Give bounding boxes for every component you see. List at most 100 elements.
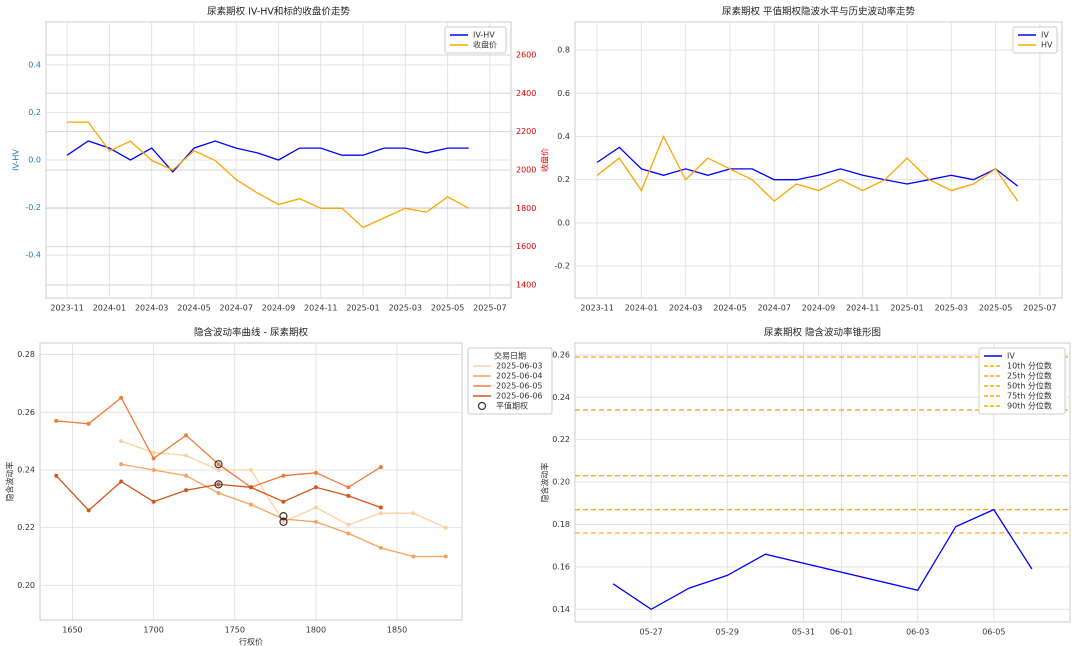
x-tick-label: 2025-07 bbox=[1023, 304, 1056, 313]
legend-label: 2025-06-03 bbox=[496, 362, 543, 371]
point bbox=[54, 473, 59, 478]
y-tick-label: 0.24 bbox=[17, 465, 35, 474]
y-tick-label: 0.0 bbox=[557, 218, 570, 227]
legend-label: 90th 分位数 bbox=[1007, 401, 1052, 411]
y2-tick-label: 1800 bbox=[516, 204, 536, 213]
x-tick-label: 1800 bbox=[306, 626, 326, 635]
point bbox=[216, 482, 221, 487]
series-line bbox=[596, 134, 1019, 203]
y-tick-label: 0.26 bbox=[552, 350, 570, 359]
point bbox=[313, 485, 318, 490]
point bbox=[281, 499, 286, 504]
point bbox=[378, 505, 383, 510]
chart-title: 尿素期权 隐含波动率锥形图 bbox=[764, 327, 881, 339]
x-tick-label: 06-03 bbox=[906, 628, 929, 637]
legend-label: IV bbox=[1007, 352, 1015, 361]
x-tick-label: 05-29 bbox=[716, 628, 739, 637]
point bbox=[184, 453, 189, 458]
x-tick-label: 05-31 bbox=[792, 628, 815, 637]
point bbox=[119, 479, 124, 484]
point bbox=[151, 499, 156, 504]
x-tick-label: 2024-01 bbox=[625, 304, 658, 313]
y-tick-label: 0.28 bbox=[17, 350, 35, 359]
y-tick-label: 0.2 bbox=[28, 108, 41, 117]
point bbox=[184, 473, 189, 478]
point bbox=[411, 511, 416, 516]
point bbox=[411, 554, 416, 559]
x-tick-label: 2024-09 bbox=[802, 304, 835, 313]
y2-tick-label: 1600 bbox=[516, 242, 536, 251]
y-tick-label: 0.14 bbox=[552, 605, 570, 614]
y-tick-label: 0.20 bbox=[17, 581, 35, 590]
legend-label: 75th 分位数 bbox=[1007, 391, 1052, 401]
highlight-point bbox=[214, 480, 223, 489]
point bbox=[216, 467, 221, 472]
x-tick-label: 2025-01 bbox=[890, 304, 923, 313]
legend-label: 2025-06-05 bbox=[496, 382, 543, 391]
highlight-point bbox=[214, 460, 223, 469]
point bbox=[378, 511, 383, 516]
x-tick-label: 06-05 bbox=[982, 628, 1005, 637]
point bbox=[346, 522, 351, 527]
x-tick-label: 2024-01 bbox=[93, 304, 126, 313]
x-tick-label: 2024-07 bbox=[220, 304, 253, 313]
series-line bbox=[596, 146, 1019, 187]
legend-label: HV bbox=[1041, 41, 1053, 50]
chart-panel: 尿素期权 隐含波动率锥形图 05-27 05-29 05-31 06-01 06-03 06… bbox=[540, 327, 1071, 637]
y-tick-label: 0.2 bbox=[557, 175, 570, 184]
x-tick-label: 06-01 bbox=[830, 628, 853, 637]
y2-axis-label: 收盘价 bbox=[540, 148, 550, 172]
x-tick-label: 2025-03 bbox=[389, 304, 422, 313]
point bbox=[216, 462, 221, 467]
y2-tick-label: 1400 bbox=[516, 280, 536, 289]
y-tick-label: 0.4 bbox=[28, 60, 41, 69]
series-line bbox=[66, 140, 469, 173]
legend-label: 2025-06-04 bbox=[496, 372, 543, 381]
legend-box bbox=[444, 26, 507, 54]
legend-title: 交易日期 bbox=[494, 351, 526, 361]
legend-label: 平值期权 bbox=[496, 401, 528, 411]
legend-label: 50th 分位数 bbox=[1007, 381, 1052, 391]
point bbox=[184, 433, 189, 438]
y2-tick-label: 2200 bbox=[516, 127, 536, 136]
point bbox=[443, 554, 448, 559]
point bbox=[184, 488, 189, 493]
point bbox=[119, 439, 124, 444]
chart-panel: 尿素期权 IV-HV和标的收盘价走势 2023-11 2024-01 2024-03 2… bbox=[12, 6, 550, 313]
y-tick-label: 0.0 bbox=[28, 156, 41, 165]
y-tick-label: 0.24 bbox=[552, 393, 570, 402]
y-tick-label: 0.16 bbox=[552, 562, 570, 571]
x-tick-label: 2024-05 bbox=[713, 304, 746, 313]
point bbox=[151, 467, 156, 472]
chart-panel: 隐含波动率曲线 - 尿素期权 1650 1700 1750 1800 1850 0.20 0.… bbox=[5, 327, 553, 646]
legend-box bbox=[467, 347, 553, 415]
legend-label: 2025-06-06 bbox=[496, 392, 543, 401]
x-tick-label: 2024-03 bbox=[135, 304, 168, 313]
point bbox=[119, 462, 124, 467]
y-tick-label: -0.2 bbox=[25, 203, 41, 212]
legend-box bbox=[978, 347, 1066, 415]
x-tick-label: 2024-07 bbox=[758, 304, 791, 313]
series-line bbox=[612, 508, 1033, 611]
y-tick-label: -0.2 bbox=[554, 262, 570, 271]
y-tick-label: 0.26 bbox=[17, 408, 35, 417]
point bbox=[281, 473, 286, 478]
point bbox=[378, 545, 383, 550]
x-tick-label: 2024-11 bbox=[304, 304, 337, 313]
legend-box bbox=[1012, 26, 1058, 54]
x-tick-label: 2024-03 bbox=[669, 304, 702, 313]
y-tick-label: 0.8 bbox=[557, 46, 570, 55]
legend-label: IV-HV bbox=[473, 31, 495, 40]
point bbox=[346, 531, 351, 536]
y-tick-label: 0.20 bbox=[552, 478, 570, 487]
series-line bbox=[67, 121, 470, 229]
point bbox=[249, 485, 253, 490]
x-tick-label: 2024-05 bbox=[177, 304, 210, 313]
legend-label: 收盘价 bbox=[473, 40, 497, 50]
y-axis-label: 隐含波动率 bbox=[540, 463, 550, 503]
x-tick-label: 05-27 bbox=[640, 628, 663, 637]
y2-tick-label: 2400 bbox=[516, 89, 536, 98]
y-axis-label: IV-HV bbox=[12, 149, 21, 171]
chart-title: 尿素期权 平值期权隐波水平与历史波动率走势 bbox=[722, 6, 916, 18]
x-tick-label: 1650 bbox=[62, 626, 82, 635]
